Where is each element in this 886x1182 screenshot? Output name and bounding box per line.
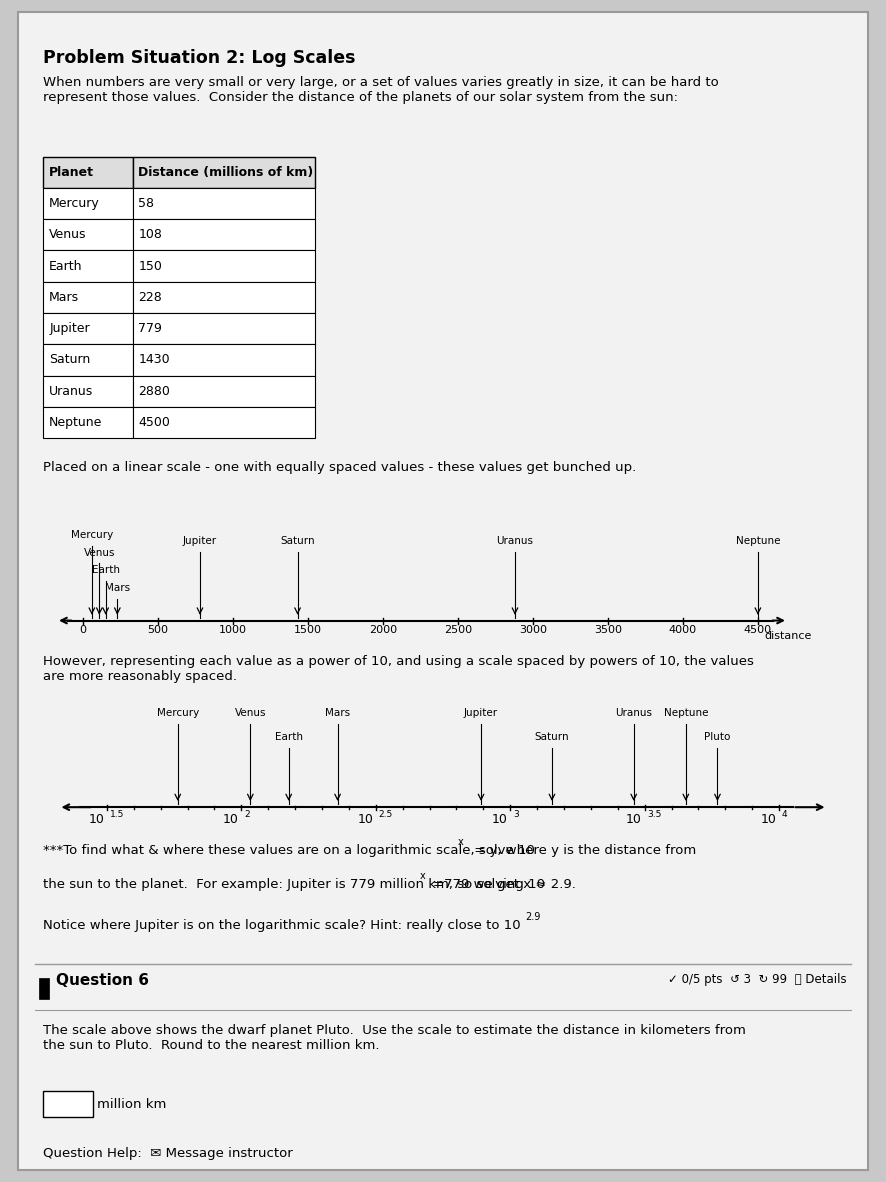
Text: 228: 228 [138,291,162,304]
Bar [39,978,50,999]
Text: 1430: 1430 [138,353,170,366]
Bar [43,407,133,439]
Text: 2.9: 2.9 [525,911,540,922]
Text: Mercury: Mercury [50,197,100,210]
Text: Mars: Mars [50,291,80,304]
Text: 4: 4 [781,811,788,819]
Text: Uranus: Uranus [615,708,652,717]
Text: 58: 58 [138,197,154,210]
Text: Question 6: Question 6 [56,973,149,988]
Text: Distance (millions of km): Distance (millions of km) [138,165,314,178]
Text: 3000: 3000 [519,625,547,636]
Text: 10: 10 [89,813,105,826]
Text: Pluto: Pluto [704,732,731,742]
Bar [43,344,133,376]
Text: Neptune: Neptune [50,416,103,429]
Text: 108: 108 [138,228,162,241]
Text: Jupiter: Jupiter [464,708,498,717]
Bar [133,376,315,407]
Text: Venus: Venus [83,547,115,558]
Bar [133,407,315,439]
Text: Question Help:  ✉ Message instructor: Question Help: ✉ Message instructor [43,1147,293,1160]
Bar [133,281,315,313]
Text: 2000: 2000 [369,625,397,636]
Text: However, representing each value as a power of 10, and using a scale spaced by p: However, representing each value as a po… [43,655,754,683]
Text: =779 we get x ≈ 2.9.: =779 we get x ≈ 2.9. [432,878,576,891]
Text: the sun to the planet.  For example: Jupiter is 779 million km, so solving 10: the sun to the planet. For example: Jupi… [43,878,545,891]
Text: 0: 0 [80,625,87,636]
Text: 3500: 3500 [594,625,622,636]
Text: 3.5: 3.5 [648,811,662,819]
Text: Uranus: Uranus [496,535,533,546]
Text: 10: 10 [492,813,508,826]
Text: 2500: 2500 [444,625,472,636]
Text: 2.5: 2.5 [378,811,392,819]
Bar [133,251,315,281]
Text: Earth: Earth [91,565,120,576]
Text: Problem Situation 2: Log Scales: Problem Situation 2: Log Scales [43,48,356,67]
Text: ✓ 0/5 pts  ↺ 3  ↻ 99  ⓘ Details: ✓ 0/5 pts ↺ 3 ↻ 99 ⓘ Details [668,973,847,986]
Text: Mercury: Mercury [157,708,198,717]
Bar [133,188,315,219]
Text: 500: 500 [148,625,168,636]
Text: Mars: Mars [325,708,350,717]
Text: = y, where y is the distance from: = y, where y is the distance from [470,844,696,857]
Bar [133,156,315,188]
Bar [43,251,133,281]
Text: Neptune: Neptune [735,535,780,546]
Bar [43,219,133,251]
Text: 779: 779 [138,323,162,336]
Bar [133,313,315,344]
Text: 4500: 4500 [744,625,772,636]
Text: 4500: 4500 [138,416,170,429]
Text: Jupiter: Jupiter [50,323,89,336]
Text: Planet: Planet [50,165,94,178]
Text: x: x [420,871,426,882]
Bar [43,281,133,313]
Text: Uranus: Uranus [50,384,93,397]
Text: The scale above shows the dwarf planet Pluto.  Use the scale to estimate the dis: The scale above shows the dwarf planet P… [43,1025,746,1052]
Text: 10: 10 [626,813,642,826]
Text: Jupiter: Jupiter [183,535,217,546]
Text: x: x [457,837,463,846]
Bar [133,219,315,251]
Text: Placed on a linear scale - one with equally spaced values - these values get bun: Placed on a linear scale - one with equa… [43,461,636,474]
Text: When numbers are very small or very large, or a set of values varies greatly in : When numbers are very small or very larg… [43,76,719,104]
Text: 10: 10 [760,813,776,826]
Text: 2: 2 [244,811,250,819]
Text: 1500: 1500 [294,625,322,636]
Text: million km: million km [97,1098,167,1111]
Text: Venus: Venus [50,228,87,241]
Bar [133,344,315,376]
Bar [43,313,133,344]
Text: 4000: 4000 [669,625,697,636]
Text: Earth: Earth [275,732,303,742]
Text: Mars: Mars [105,583,130,593]
Text: 10: 10 [222,813,238,826]
Text: Saturn: Saturn [534,732,570,742]
Text: Notice where Jupiter is on the logarithmic scale? Hint: really close to 10: Notice where Jupiter is on the logarithm… [43,918,521,931]
Text: distance: distance [764,631,812,642]
Text: Earth: Earth [50,260,82,273]
Text: Neptune: Neptune [664,708,708,717]
Text: Venus: Venus [235,708,266,717]
Text: ***To find what & where these values are on a logarithmic scale, solve 10: ***To find what & where these values are… [43,844,535,857]
Text: 1000: 1000 [219,625,247,636]
Bar [43,1091,92,1117]
Bar [43,188,133,219]
Bar [43,156,133,188]
Text: 2880: 2880 [138,384,170,397]
Text: Saturn: Saturn [50,353,90,366]
Text: 150: 150 [138,260,162,273]
Text: 3: 3 [513,811,518,819]
Text: Saturn: Saturn [280,535,315,546]
Bar [43,376,133,407]
Text: 1.5: 1.5 [110,811,124,819]
Text: 10: 10 [357,813,373,826]
Text: Mercury: Mercury [71,530,113,540]
